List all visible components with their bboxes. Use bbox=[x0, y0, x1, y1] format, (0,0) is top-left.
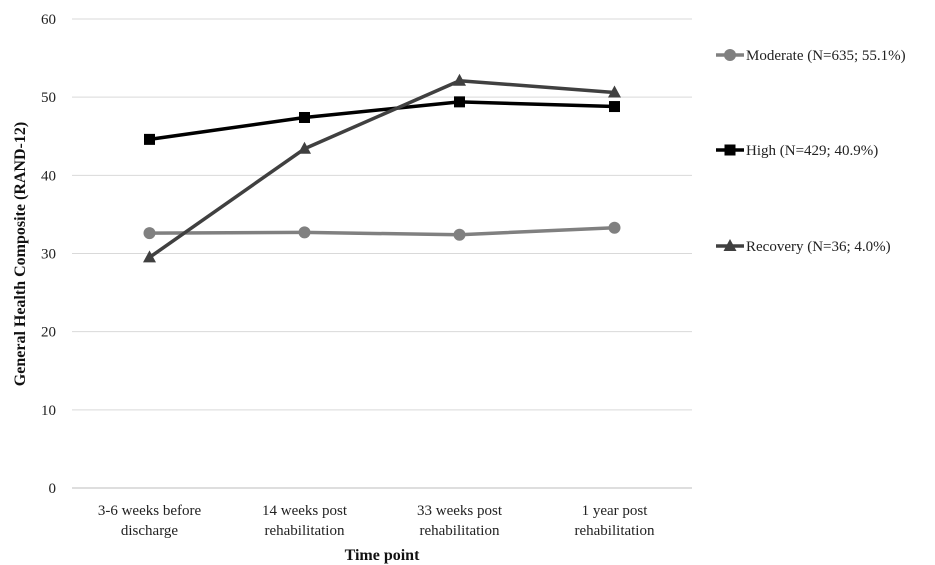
legend: Moderate (N=635; 55.1%) High (N=429; 40.9… bbox=[716, 48, 906, 255]
x-tick-label: rehabilitation bbox=[575, 523, 655, 539]
series-square bbox=[144, 96, 620, 145]
y-tick-label: 20 bbox=[41, 325, 56, 341]
x-tick-label: discharge bbox=[121, 523, 179, 539]
legend-item: High (N=429; 40.9%) bbox=[716, 143, 878, 159]
y-axis-title: General Health Composite (RAND-12) bbox=[12, 122, 29, 386]
data-point bbox=[298, 141, 311, 154]
y-tick-label: 30 bbox=[41, 247, 56, 263]
series-triangle bbox=[143, 73, 621, 263]
legend-label: High (N=429; 40.9%) bbox=[746, 143, 878, 159]
x-tick-label: rehabilitation bbox=[420, 523, 500, 539]
y-tick-label: 10 bbox=[41, 403, 56, 419]
series-circle bbox=[143, 221, 621, 241]
data-point bbox=[608, 221, 621, 234]
gridlines bbox=[72, 18, 692, 489]
series-line bbox=[148, 79, 615, 259]
legend-swatch-marker bbox=[724, 49, 736, 61]
data-point bbox=[144, 133, 155, 145]
data-point bbox=[143, 250, 156, 263]
x-tick-label: 1 year post bbox=[582, 503, 649, 519]
y-tick-label: 0 bbox=[49, 481, 57, 497]
legend-item: Recovery (N=36; 4.0%) bbox=[716, 239, 891, 255]
data-point bbox=[453, 73, 466, 86]
data-point bbox=[608, 85, 621, 98]
x-tick-label: 3-6 weeks before bbox=[98, 503, 202, 519]
data-point bbox=[299, 111, 310, 123]
data-point bbox=[143, 227, 156, 240]
data-point bbox=[453, 228, 466, 241]
series-line bbox=[149, 100, 615, 142]
y-tick-label: 60 bbox=[41, 12, 56, 28]
series-line bbox=[149, 225, 615, 237]
legend-item: Moderate (N=635; 55.1%) bbox=[716, 48, 906, 64]
x-tick-label: 14 weeks post bbox=[262, 503, 348, 519]
x-axis-ticks: 3-6 weeks before discharge 14 weeks post re… bbox=[98, 503, 655, 539]
x-tick-label: rehabilitation bbox=[265, 523, 345, 539]
x-axis-title: Time point bbox=[345, 547, 421, 564]
data-point bbox=[298, 226, 311, 239]
data-point bbox=[454, 96, 465, 108]
data-point bbox=[609, 101, 620, 113]
legend-label: Recovery (N=36; 4.0%) bbox=[746, 239, 891, 255]
legend-swatch-marker bbox=[724, 144, 736, 156]
x-tick-label: 33 weeks post bbox=[417, 503, 503, 519]
series-lines bbox=[143, 73, 621, 263]
legend-swatch-marker bbox=[723, 239, 737, 251]
legend-label: Moderate (N=635; 55.1%) bbox=[746, 48, 906, 64]
y-tick-label: 50 bbox=[41, 90, 56, 106]
y-tick-label: 40 bbox=[41, 168, 56, 184]
y-axis-ticks: 0 10 20 30 40 50 60 bbox=[41, 12, 56, 497]
